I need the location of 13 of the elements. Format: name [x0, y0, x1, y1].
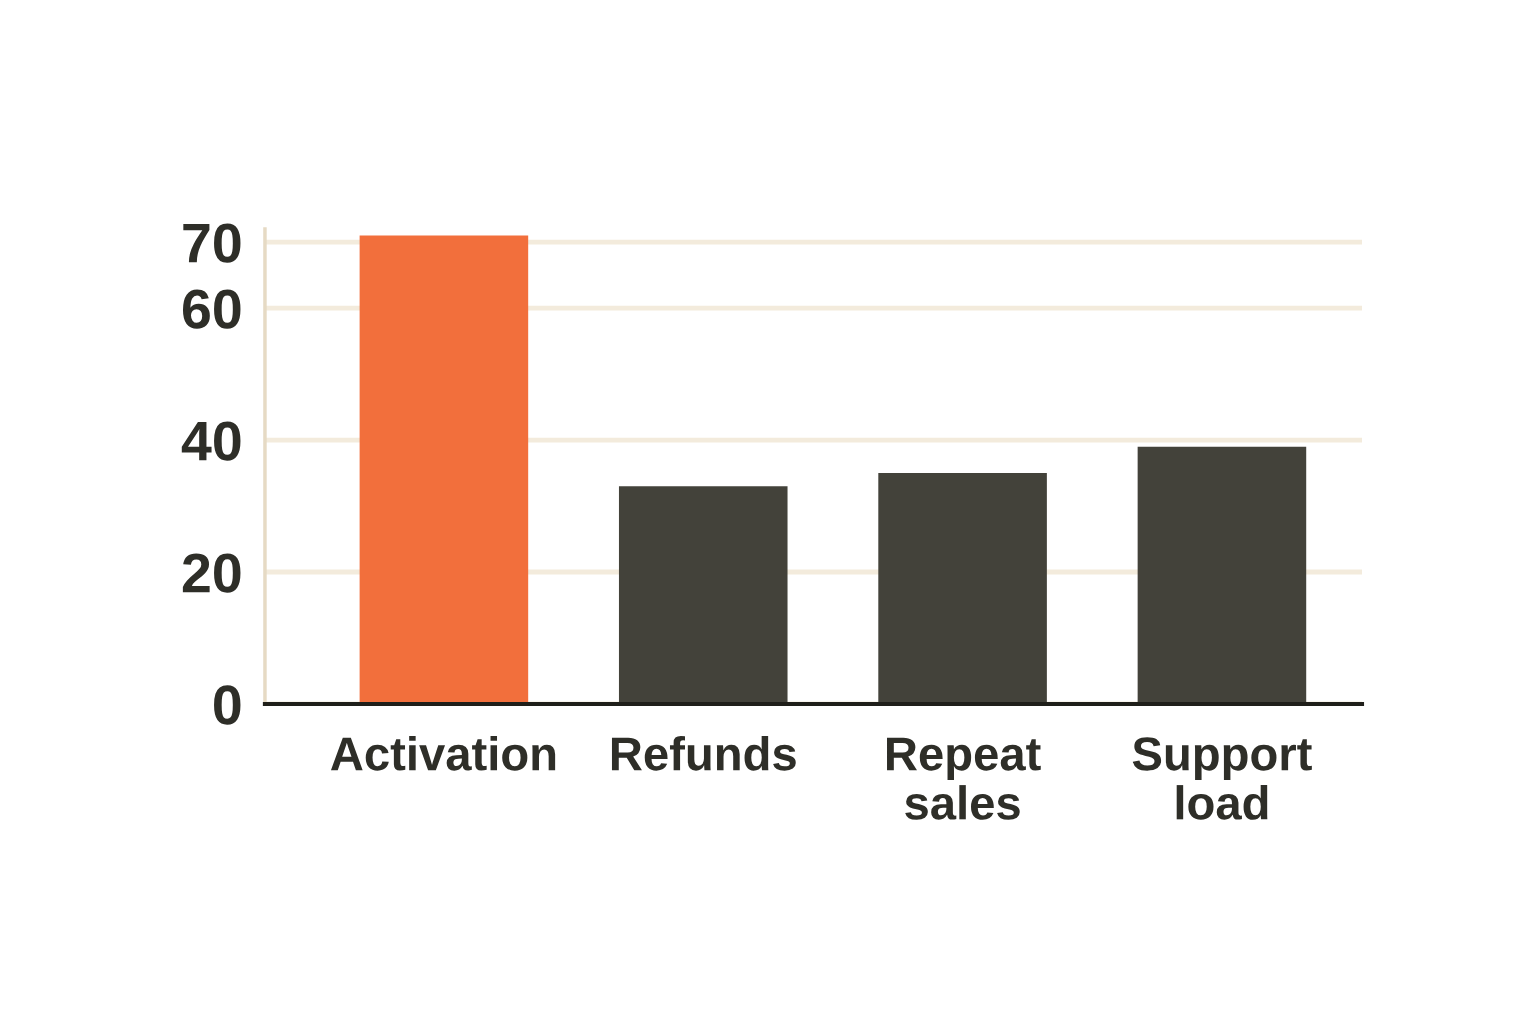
x-tick-label: Repeat sales [887, 737, 1041, 820]
y-tick-label: 40 [181, 421, 241, 461]
bar [878, 473, 1047, 704]
y-tick-label: 20 [182, 553, 241, 593]
bar [359, 235, 529, 704]
bar [1137, 446, 1307, 704]
bar [618, 486, 788, 704]
y-tick-label: 70 [183, 223, 241, 263]
y-tick-label: 0 [214, 685, 241, 725]
x-tick-label: Activation [330, 735, 556, 771]
x-tick-label: Refunds [611, 735, 796, 771]
x-tick-label: Support load [1132, 737, 1312, 820]
y-tick-label: 60 [182, 289, 241, 329]
